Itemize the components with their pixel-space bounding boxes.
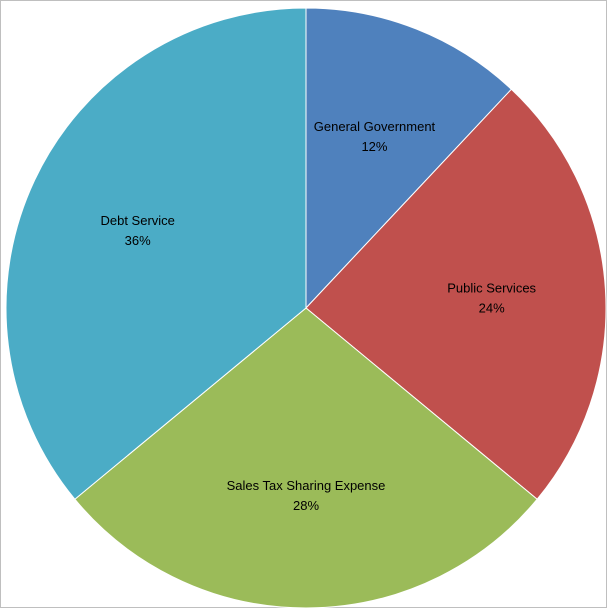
pie-slices [5, 7, 607, 609]
slice-label-sales-tax-sharing-expense: Sales Tax Sharing Expense [227, 478, 386, 493]
pie-slice-debt-service [5, 7, 307, 500]
slice-value-public-services: 24% [479, 300, 505, 315]
pie-slice-general-government [305, 7, 513, 310]
slice-value-debt-service: 36% [125, 233, 151, 248]
slice-label-debt-service: Debt Service [100, 213, 174, 228]
slice-value-general-government: 12% [361, 139, 387, 154]
slice-value-sales-tax-sharing-expense: 28% [293, 498, 319, 513]
pie-labels: General Government 12% Public Services 24% S… [100, 119, 536, 513]
slice-label-public-services: Public Services [447, 280, 536, 295]
pie-slice-public-services [305, 88, 607, 500]
slice-label-general-government: General Government [314, 119, 436, 134]
